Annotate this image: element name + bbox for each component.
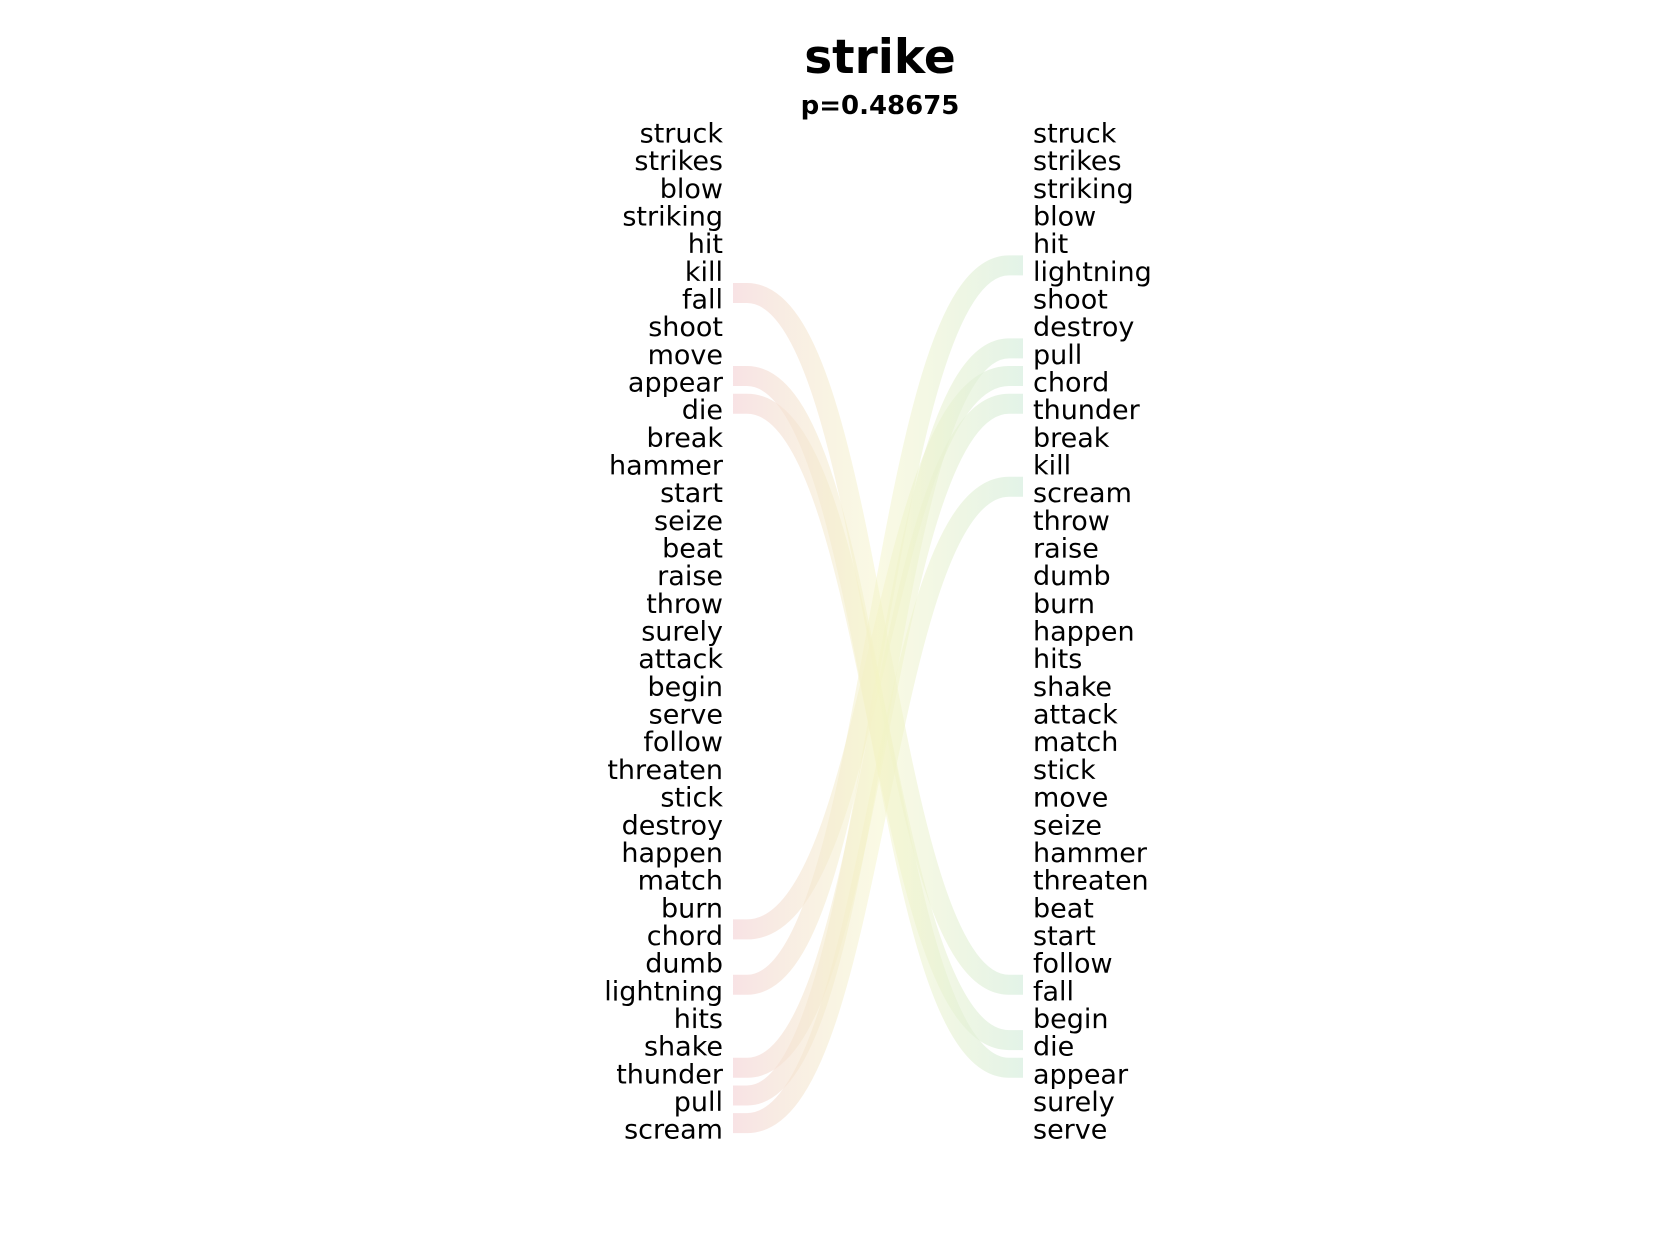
right-word-move: move <box>1033 783 1108 814</box>
right-word-pull: pull <box>1033 340 1082 371</box>
left-word-break: break <box>647 423 724 454</box>
right-word-start: start <box>1033 921 1096 952</box>
rank-link-scream <box>733 476 1023 1134</box>
right-word-strikes: strikes <box>1033 146 1122 177</box>
right-word-chord: chord <box>1033 368 1109 399</box>
right-word-die: die <box>1033 1032 1074 1063</box>
left-word-struck: struck <box>640 119 724 150</box>
left-word-lightning: lightning <box>604 976 723 1007</box>
left-word-follow: follow <box>643 727 723 758</box>
right-word-thunder: thunder <box>1033 395 1141 426</box>
left-word-start: start <box>660 478 723 509</box>
right-word-threaten: threaten <box>1033 866 1149 897</box>
left-word-appear: appear <box>628 368 724 399</box>
left-word-blow: blow <box>660 174 723 205</box>
left-word-threaten: threaten <box>607 755 723 786</box>
right-word-struck: struck <box>1033 119 1117 150</box>
right-word-raise: raise <box>1033 534 1099 565</box>
right-word-dumb: dumb <box>1033 561 1111 592</box>
left-word-strikes: strikes <box>634 146 723 177</box>
right-word-burn: burn <box>1033 589 1095 620</box>
left-word-begin: begin <box>647 672 723 703</box>
left-word-match: match <box>638 866 723 897</box>
right-word-shake: shake <box>1033 672 1112 703</box>
left-word-kill: kill <box>685 257 723 288</box>
right-word-stick: stick <box>1033 755 1096 786</box>
left-word-hammer: hammer <box>609 451 724 482</box>
left-word-attack: attack <box>638 644 723 675</box>
right-word-fall: fall <box>1033 976 1074 1007</box>
left-word-chord: chord <box>647 921 723 952</box>
right-word-lightning: lightning <box>1033 257 1152 288</box>
right-word-destroy: destroy <box>1033 312 1134 343</box>
right-word-hit: hit <box>1033 229 1068 260</box>
right-word-beat: beat <box>1033 893 1094 924</box>
left-word-shoot: shoot <box>648 312 723 343</box>
chart-subtitle: p=0.48675 <box>800 91 960 121</box>
rank-link-lightning <box>733 255 1023 995</box>
left-word-raise: raise <box>657 561 723 592</box>
left-word-die: die <box>682 395 723 426</box>
right-word-throw: throw <box>1033 506 1110 537</box>
left-word-beat: beat <box>662 534 723 565</box>
right-word-follow: follow <box>1033 949 1113 980</box>
left-word-shake: shake <box>644 1032 723 1063</box>
left-word-seize: seize <box>654 506 723 537</box>
left-word-dumb: dumb <box>645 949 723 980</box>
right-word-match: match <box>1033 727 1118 758</box>
left-word-surely: surely <box>641 617 723 648</box>
left-word-serve: serve <box>649 700 723 731</box>
left-word-pull: pull <box>674 1087 723 1118</box>
left-word-fall: fall <box>682 285 723 316</box>
right-word-attack: attack <box>1033 700 1118 731</box>
rank-link-pull <box>733 338 1023 1106</box>
right-word-hits: hits <box>1033 644 1082 675</box>
right-word-serve: serve <box>1033 1115 1107 1146</box>
ribbon-layer <box>733 255 1023 1134</box>
left-word-striking: striking <box>622 202 723 233</box>
right-word-appear: appear <box>1033 1059 1129 1090</box>
left-word-throw: throw <box>646 589 723 620</box>
left-word-list: struckstrikesblowstrikinghitkillfallshoo… <box>604 119 724 1146</box>
right-word-kill: kill <box>1033 451 1071 482</box>
right-word-happen: happen <box>1033 617 1135 648</box>
left-word-thunder: thunder <box>616 1059 724 1090</box>
left-word-move: move <box>648 340 723 371</box>
right-word-scream: scream <box>1033 478 1132 509</box>
right-word-shoot: shoot <box>1033 285 1108 316</box>
right-word-seize: seize <box>1033 810 1102 841</box>
left-word-hits: hits <box>674 1004 723 1035</box>
right-word-striking: striking <box>1033 174 1134 205</box>
chart-title: strike <box>804 30 956 85</box>
left-word-stick: stick <box>660 783 723 814</box>
right-word-surely: surely <box>1033 1087 1115 1118</box>
right-word-hammer: hammer <box>1033 838 1148 869</box>
left-word-destroy: destroy <box>622 810 723 841</box>
left-word-happen: happen <box>621 838 723 869</box>
left-word-scream: scream <box>624 1115 723 1146</box>
left-word-burn: burn <box>661 893 723 924</box>
right-word-begin: begin <box>1033 1004 1109 1035</box>
right-word-list: struckstrikesstrikingblowhitlightningsho… <box>1033 119 1152 1146</box>
left-word-hit: hit <box>688 229 723 260</box>
right-word-break: break <box>1033 423 1110 454</box>
right-word-blow: blow <box>1033 202 1096 233</box>
